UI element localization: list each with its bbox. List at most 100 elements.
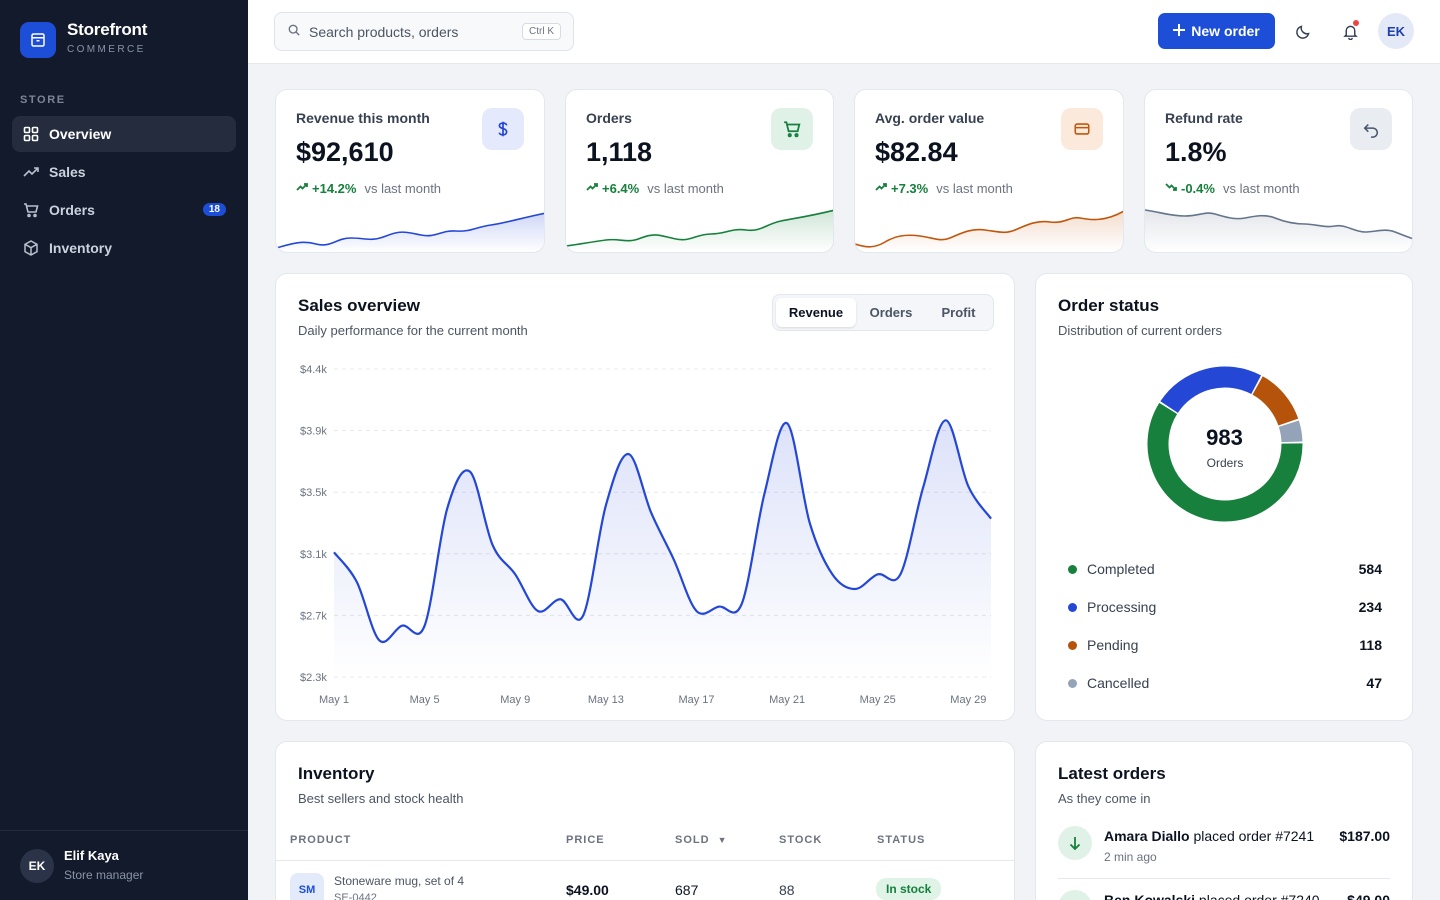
metric-toggle: Revenue Orders Profit <box>772 294 994 331</box>
sales-overview-card: Sales overview Daily performance for the… <box>275 273 1015 721</box>
data-point[interactable] <box>921 486 925 490</box>
data-point[interactable] <box>468 470 472 474</box>
data-point[interactable] <box>559 597 563 601</box>
data-point[interactable] <box>400 624 404 628</box>
data-point[interactable] <box>876 572 880 576</box>
sidebar-user[interactable]: EK Elif Kaya Store manager <box>0 830 248 900</box>
sidebar-item-sales[interactable]: Sales <box>12 154 236 190</box>
kpi-value: $82.84 <box>875 137 958 167</box>
kpi-delta-value: +7.3% <box>891 181 929 196</box>
legend-dot <box>1068 564 1077 574</box>
data-point[interactable] <box>944 418 948 422</box>
data-point[interactable] <box>694 609 698 613</box>
tab-orders[interactable]: Orders <box>869 305 913 320</box>
data-point[interactable] <box>853 587 857 591</box>
data-point[interactable] <box>536 609 540 613</box>
legend-label: Processing <box>1087 599 1157 615</box>
legend-processing: Processing 234 <box>1068 596 1382 618</box>
kpi-title: Refund rate <box>1165 110 1243 126</box>
trending-up-icon <box>586 181 598 196</box>
x-tick-label: May 25 <box>860 694 896 706</box>
donut-segment-cancelled[interactable] <box>1278 420 1303 443</box>
sidebar-item-inventory[interactable]: Inventory <box>12 230 236 266</box>
donut-segment-processing[interactable] <box>1160 366 1262 414</box>
donut-total: 983 <box>1206 425 1243 450</box>
kpi-delta: +7.3% vs last month <box>875 181 1013 196</box>
dollar-icon <box>482 108 524 150</box>
undo-icon <box>1350 108 1392 150</box>
x-tick-label: May 21 <box>769 694 805 706</box>
sidebar-item-overview[interactable]: Overview <box>12 116 236 152</box>
kpi-delta-label: vs last month <box>364 181 442 196</box>
data-point[interactable] <box>762 492 766 496</box>
data-point[interactable] <box>491 543 495 547</box>
data-point[interactable] <box>740 602 744 606</box>
order-status-donut <box>1147 366 1303 522</box>
data-point[interactable] <box>672 558 676 562</box>
tab-profit[interactable]: Profit <box>941 305 976 320</box>
search-box[interactable]: Ctrl K <box>274 12 574 51</box>
sidebar-item-label: Sales <box>49 164 86 180</box>
data-point[interactable] <box>989 517 993 521</box>
column-header-status[interactable]: STATUS <box>877 834 926 846</box>
new-order-button[interactable]: New order <box>1158 13 1275 49</box>
data-point[interactable] <box>898 572 902 576</box>
data-point[interactable] <box>355 580 359 584</box>
data-point[interactable] <box>423 624 427 628</box>
data-point[interactable] <box>785 421 789 425</box>
search-input[interactable] <box>309 23 509 40</box>
legend-value: 118 <box>1359 637 1382 653</box>
avatar[interactable]: EK <box>1378 13 1414 49</box>
kpi-title: Avg. order value <box>875 110 985 126</box>
column-header-sold[interactable]: SOLD ▼ <box>675 834 728 846</box>
order-action: placed order #7240 <box>1198 892 1320 900</box>
kpi-delta-value: +14.2% <box>312 181 357 196</box>
data-point[interactable] <box>808 521 812 525</box>
data-point[interactable] <box>966 484 970 488</box>
trending-up-icon <box>296 181 308 196</box>
order-time: 2 min ago <box>1104 850 1157 864</box>
kpi-value: 1,118 <box>586 137 653 167</box>
column-header-stock[interactable]: STOCK <box>779 834 823 846</box>
sidebar-item-label: Inventory <box>49 240 113 256</box>
column-header-product[interactable]: PRODUCT <box>290 834 352 846</box>
tab-revenue[interactable]: Revenue <box>776 298 856 327</box>
legend-label: Cancelled <box>1087 675 1150 691</box>
kpi-card-orders: Orders 1,118 +6.4% vs last month <box>565 89 834 253</box>
user-name: Elif Kaya <box>64 848 119 863</box>
data-point[interactable] <box>604 503 608 507</box>
bell-icon[interactable] <box>1337 18 1363 44</box>
store-logo-icon[interactable] <box>20 22 56 58</box>
nav-section-label: STORE <box>20 94 66 106</box>
product-sku: SE-0442 <box>334 892 377 900</box>
revenue-line <box>333 419 992 644</box>
divider <box>1058 878 1390 879</box>
sales-chart: $2.3k $2.7k $3.1k $3.5k $3.9k $4.4k May 1 May 5… <box>300 364 993 706</box>
donut-segment-completed[interactable] <box>1147 402 1303 522</box>
data-point[interactable] <box>513 572 517 576</box>
moon-icon[interactable] <box>1290 18 1316 44</box>
data-point[interactable] <box>830 572 834 576</box>
x-tick-label: May 1 <box>319 694 349 706</box>
topbar: Ctrl K New order EK <box>248 0 1440 64</box>
data-point[interactable] <box>377 638 381 642</box>
column-header-price[interactable]: PRICE <box>566 834 605 846</box>
donut-segment-pending[interactable] <box>1252 376 1299 426</box>
sidebar-item-orders[interactable]: Orders 18 <box>12 192 236 228</box>
table-row[interactable]: SM Stoneware mug, set of 4 SE-0442 $49.0… <box>276 860 1014 900</box>
card-icon <box>1061 108 1103 150</box>
data-point[interactable] <box>627 452 631 456</box>
data-point[interactable] <box>581 613 585 617</box>
cart-icon <box>771 108 813 150</box>
kpi-delta: -0.4% vs last month <box>1165 181 1300 196</box>
data-point[interactable] <box>445 506 449 510</box>
data-point[interactable] <box>717 605 721 609</box>
sort-desc-icon: ▼ <box>717 835 728 845</box>
column-header-label: SOLD <box>675 834 710 846</box>
card-title: Sales overview <box>298 296 420 315</box>
kpi-value: $92,610 <box>296 137 394 167</box>
grid-icon <box>22 125 40 143</box>
data-point[interactable] <box>649 511 653 515</box>
data-point[interactable] <box>332 550 336 554</box>
revenue-sparkline <box>276 212 544 252</box>
